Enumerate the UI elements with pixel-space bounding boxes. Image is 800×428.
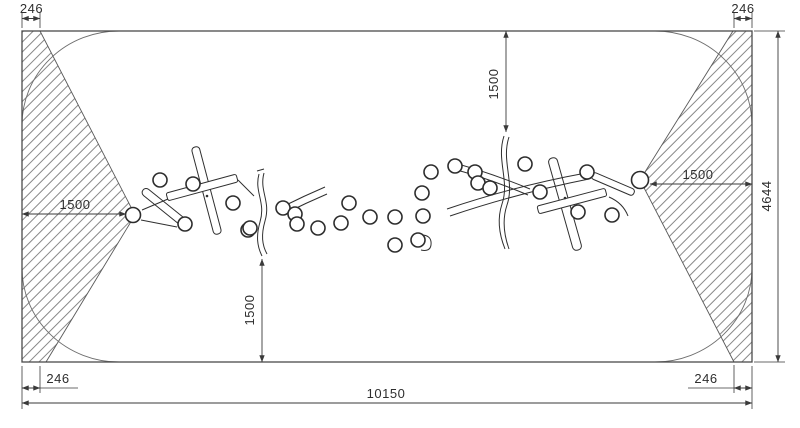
post-circle: [482, 180, 498, 196]
post-circle: [185, 176, 201, 192]
dimension-overall-depth: 4644: [754, 30, 785, 363]
stepping-posts: [124, 156, 650, 253]
dimension-bottom-right-offset: 246: [688, 365, 753, 393]
dimension-label: 246: [46, 371, 69, 386]
post-circle: [387, 209, 403, 225]
crossed-beams-right: [536, 157, 635, 251]
dimension-label: 1500: [486, 69, 501, 100]
dimension-left-clearance: 1500: [21, 197, 127, 217]
dimension-label: 246: [694, 371, 717, 386]
post-circle: [447, 158, 463, 174]
dimension-label: 10150: [367, 386, 406, 401]
post-circle: [124, 206, 142, 224]
post-circle: [310, 220, 326, 236]
hatched-slope-right: [639, 30, 753, 363]
post-circle: [275, 200, 291, 216]
post-circle: [414, 185, 430, 201]
dimension-label: 246: [731, 1, 754, 16]
surfacing-rounded-outline: [21, 30, 753, 363]
post-circle: [341, 195, 357, 211]
dimension-overall-length: 10150: [21, 366, 753, 409]
post-circle: [604, 207, 620, 223]
dimensions: 246 246 1500 1500 1500 1500: [20, 1, 785, 409]
post-circle: [517, 156, 533, 172]
crossed-beams-left: [141, 146, 239, 235]
post-circle: [532, 184, 548, 200]
balance-logs: [140, 135, 629, 257]
post-circle: [570, 204, 586, 220]
post-circle: [415, 208, 431, 224]
dimension-label: 4644: [759, 181, 774, 212]
post-circle: [333, 215, 349, 231]
post-circle: [579, 164, 595, 180]
post-circle: [362, 209, 378, 225]
dimension-top-clearance: 1500: [486, 30, 509, 133]
post-circle: [289, 216, 305, 232]
dimension-top-right-offset: 246: [731, 1, 754, 28]
dimension-top-left-offset: 246: [20, 1, 43, 28]
safety-area-outline: [21, 30, 753, 363]
post-circle: [225, 195, 241, 211]
dimension-bottom-left-offset: 246: [21, 366, 78, 393]
dimension-label: 1500: [60, 197, 91, 212]
dimension-bottom-clearance: 1500: [242, 258, 265, 363]
post-circle: [630, 170, 650, 190]
dimension-label: 246: [20, 1, 43, 16]
post-circle: [410, 232, 426, 248]
dimension-label: 1500: [683, 167, 714, 182]
post-circle: [423, 164, 439, 180]
dimension-right-clearance: 1500: [649, 167, 753, 187]
dimension-label: 1500: [242, 295, 257, 326]
post-circle: [177, 216, 193, 232]
post-circle: [242, 220, 258, 236]
post-circle: [152, 172, 168, 188]
post-circle: [387, 237, 403, 253]
